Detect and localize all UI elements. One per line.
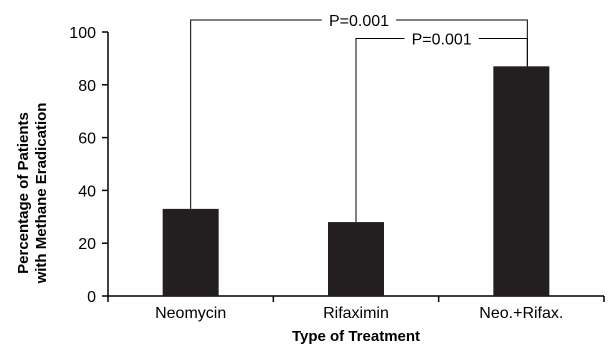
y-axis-title: Percentage of Patients with Methane Erad… [15,103,50,285]
y-axis-title-line-1: Percentage of Patients [15,112,32,274]
y-tick-label: 80 [78,78,96,95]
y-axis-title-line-2: with Methane Eradication [33,103,50,285]
y-tick-label: 0 [87,289,96,306]
p-value-label: P=0.001 [412,31,472,48]
annotation-bracket-right [478,37,528,67]
bars [162,66,550,296]
y-tick-label: 100 [69,25,96,42]
bar-neomycin [162,208,219,296]
x-axis-title: Type of Treatment [292,328,420,345]
annotation-bracket-left [190,19,322,209]
x-tick-label: Rifaximin [323,305,389,322]
x-ticks: Neomycin Rifaximin Neo.+Rifax. [107,296,605,322]
x-tick-label: Neomycin [155,305,226,322]
y-tick-label: 40 [78,183,96,200]
y-tick-label: 60 [78,131,96,148]
significance-annotations: P=0.001 P=0.001 [190,13,528,223]
y-ticks: 0 20 40 60 80 100 [69,25,108,306]
p-value-label: P=0.001 [329,13,389,30]
bar-rifaximin [328,222,384,296]
y-tick-label: 20 [78,236,96,253]
bar-neo-rifax [493,66,550,296]
annotation-bracket-left [355,37,405,223]
x-tick-label: Neo.+Rifax. [479,305,563,322]
